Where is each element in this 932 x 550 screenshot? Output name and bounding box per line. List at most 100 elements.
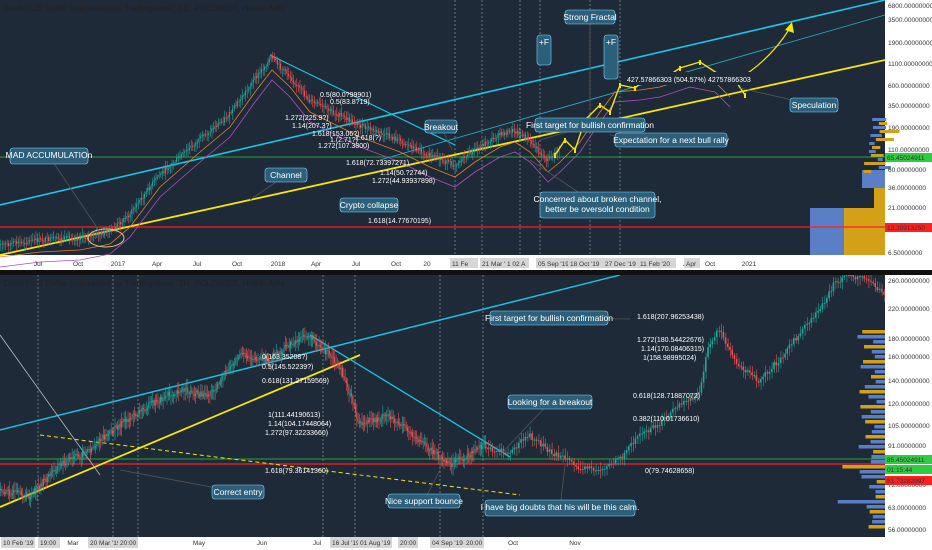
threeh-candle [221, 380, 222, 382]
threeh-candle [171, 395, 173, 397]
threeh-candle [468, 453, 469, 455]
threeh-candle [249, 357, 251, 359]
daily-candle [52, 237, 54, 239]
big-doubts-text: I have big doubts that his will be this … [481, 502, 640, 512]
threeh-candle [374, 417, 376, 423]
x-date-tag: 11 Fe [452, 261, 469, 268]
threeh-candle [61, 463, 63, 466]
projected-candle [610, 463, 612, 465]
projected-candle [548, 449, 551, 452]
projected-candle [744, 93, 746, 98]
threeh-candle [6, 489, 8, 493]
y-axis-tick: 140.00000000 [888, 378, 930, 385]
x-axis-tick: Oct [391, 261, 401, 268]
threeh-candle [209, 395, 211, 397]
threeh-candle [154, 399, 156, 406]
threeh-candle [247, 356, 248, 359]
threeh-candle [263, 356, 265, 358]
threeh-candle [275, 352, 277, 356]
threeh-candle [214, 390, 216, 392]
threeh-candle [312, 335, 313, 340]
daily-candle [171, 163, 173, 166]
projected-candle [540, 440, 542, 447]
daily-candle [27, 242, 29, 244]
daily-candle [246, 90, 248, 92]
daily-candle [393, 136, 395, 140]
threeh-candle [396, 421, 398, 423]
daily-candle [209, 132, 211, 134]
daily-candle [297, 85, 299, 87]
daily-candle [344, 115, 345, 117]
threeh-candle [273, 353, 274, 357]
projected-candle [636, 436, 639, 439]
projected-candle [782, 357, 784, 359]
projected-candle [520, 439, 522, 443]
pane-separator[interactable] [0, 270, 932, 275]
daily-candle [331, 108, 333, 111]
threeh-candle [427, 447, 429, 451]
projected-candle [544, 443, 546, 447]
daily-chart-pane[interactable]: 0.5(80.0?99901) 0.5(83.8?19) 1.272(225.9?)… [0, 0, 932, 270]
daily-candle [174, 162, 176, 164]
x-date-tag-bg [464, 537, 484, 548]
daily-candle [494, 137, 496, 140]
threeh-candle [375, 417, 377, 423]
measure-label: 427.57866303 (504.57%) 42757866303 [627, 77, 751, 84]
concerned-text: better be oversold condition [545, 204, 650, 214]
x-date-tag-bg [358, 537, 392, 548]
daily-candle [484, 141, 486, 147]
daily-candle [188, 147, 190, 150]
daily-candle [436, 155, 438, 157]
daily-candle [366, 126, 368, 129]
projected-candle [663, 416, 665, 421]
projected-candle [531, 433, 533, 440]
projected-candle [696, 393, 698, 398]
projected-candle [751, 372, 753, 376]
daily-candle [486, 141, 488, 144]
moving-average-purple [0, 79, 731, 268]
projected-candle [850, 275, 852, 277]
threeh-candle [124, 418, 126, 422]
volume-profile-bar [868, 150, 876, 153]
threeh-candle [91, 448, 92, 453]
price-tag-text: 81.73282997 [887, 478, 925, 485]
threeh-candle [404, 423, 406, 427]
threeh-candle [163, 397, 165, 399]
projected-candle [828, 291, 830, 299]
daily-candle [107, 229, 109, 233]
daily-candle [502, 132, 504, 136]
x-date-tag-bg [1, 537, 35, 548]
projected-candle [819, 308, 821, 311]
x-date-tag: 11 Feb '20 [640, 261, 670, 268]
daily-candle [57, 237, 59, 239]
threeh-candle [432, 450, 434, 454]
projected-candle [720, 330, 722, 332]
threeh-candle [418, 439, 420, 443]
daily-candle [40, 238, 41, 240]
threeh-candle [96, 444, 98, 447]
threeh-candle [392, 416, 394, 420]
threeh-candle [71, 457, 73, 459]
daily-candle [198, 138, 200, 143]
threeh-candle [87, 449, 89, 452]
threeh-candle [308, 336, 310, 338]
projected-candle [621, 456, 623, 459]
daily-candle [28, 240, 30, 243]
correct-entry-text: Correct entry [213, 487, 263, 497]
daily-candle [195, 142, 197, 147]
daily-candle [430, 152, 432, 157]
threeh-candle [353, 403, 355, 406]
3h-chart-pane[interactable]: 0(163.35208?) 0.5(145.52239?) 0.618(131.27… [0, 275, 932, 550]
projected-candle [630, 443, 632, 447]
threeh-candle [400, 424, 402, 426]
daily-candle [131, 209, 133, 215]
3h-chart-canvas[interactable]: 0(163.35208?) 0.5(145.52239?) 0.618(131.27… [0, 275, 932, 550]
daily-candle [264, 66, 265, 71]
projected-candle [848, 275, 850, 277]
daily-candle [552, 156, 553, 159]
threeh-candle [291, 341, 293, 345]
threeh-candle [198, 394, 200, 397]
threeh-candle [262, 357, 264, 361]
daily-chart-canvas[interactable]: 0.5(80.0?99901)0.5(83.8?19) 1.272(225.9?)… [0, 0, 932, 270]
projected-candle [685, 400, 687, 402]
